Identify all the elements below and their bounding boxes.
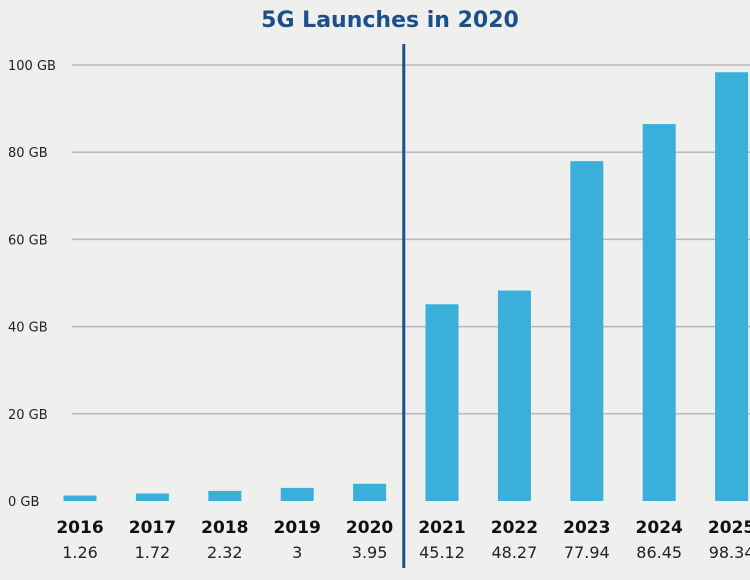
x-tick-label: 2020 (346, 518, 393, 538)
data-label: 1.26 (62, 543, 98, 562)
data-label: 2.32 (207, 543, 243, 562)
bar (208, 490, 242, 501)
annotation-title: 5G Launches in 2020 (261, 8, 519, 33)
bar (353, 483, 387, 501)
bar (715, 72, 749, 501)
y-tick-label: 40 GB (8, 321, 48, 336)
x-tick-label: 2024 (636, 518, 683, 538)
y-tick-label: 80 GB (8, 146, 48, 161)
bar (570, 161, 604, 502)
data-label: 86.45 (636, 543, 682, 562)
y-tick-label: 20 GB (8, 408, 48, 423)
bar (135, 493, 169, 501)
y-tick-label: 60 GB (8, 233, 48, 248)
data-label: 98.34 (709, 543, 750, 562)
data-label: 48.27 (491, 543, 537, 562)
x-tick-label: 2022 (491, 518, 538, 538)
x-tick-label: 2016 (56, 518, 103, 538)
x-tick-label: 2025 (708, 518, 750, 538)
y-tick-label: 0 GB (8, 495, 39, 510)
bar (280, 487, 314, 501)
bar (63, 495, 97, 501)
x-tick-label: 2018 (201, 518, 248, 538)
data-label: 3.95 (352, 543, 388, 562)
x-tick-label: 2023 (563, 518, 610, 538)
y-tick-label: 100 GB (8, 59, 56, 74)
x-tick-label: 2021 (418, 518, 465, 538)
data-label: 45.12 (419, 543, 465, 562)
bar (497, 290, 531, 501)
data-label: 1.72 (135, 543, 171, 562)
bar (425, 304, 459, 501)
data-label: 77.94 (564, 543, 610, 562)
data-label: 3 (292, 543, 302, 562)
x-tick-label: 2019 (274, 518, 321, 538)
x-tick-label: 2017 (129, 518, 176, 538)
bar (642, 124, 676, 501)
